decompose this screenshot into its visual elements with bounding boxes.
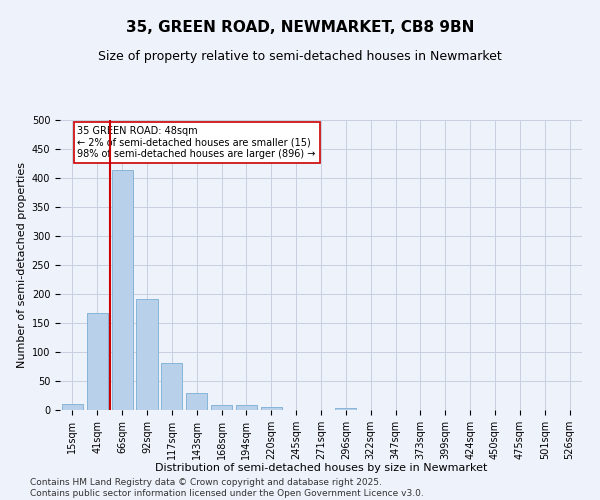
- Y-axis label: Number of semi-detached properties: Number of semi-detached properties: [17, 162, 28, 368]
- Bar: [161, 363, 182, 410]
- Text: Size of property relative to semi-detached houses in Newmarket: Size of property relative to semi-detach…: [98, 50, 502, 63]
- Bar: [136, 298, 158, 410]
- Bar: [261, 407, 282, 410]
- Bar: [186, 393, 207, 410]
- Bar: [87, 312, 108, 410]
- Bar: [211, 405, 232, 410]
- X-axis label: Distribution of semi-detached houses by size in Newmarket: Distribution of semi-detached houses by …: [155, 464, 487, 473]
- Text: 35, GREEN ROAD, NEWMARKET, CB8 9BN: 35, GREEN ROAD, NEWMARKET, CB8 9BN: [126, 20, 474, 35]
- Bar: [236, 406, 257, 410]
- Text: 35 GREEN ROAD: 48sqm
← 2% of semi-detached houses are smaller (15)
98% of semi-d: 35 GREEN ROAD: 48sqm ← 2% of semi-detach…: [77, 126, 316, 159]
- Bar: [62, 404, 83, 410]
- Text: Contains HM Land Registry data © Crown copyright and database right 2025.
Contai: Contains HM Land Registry data © Crown c…: [30, 478, 424, 498]
- Bar: [112, 170, 133, 410]
- Bar: [335, 408, 356, 410]
